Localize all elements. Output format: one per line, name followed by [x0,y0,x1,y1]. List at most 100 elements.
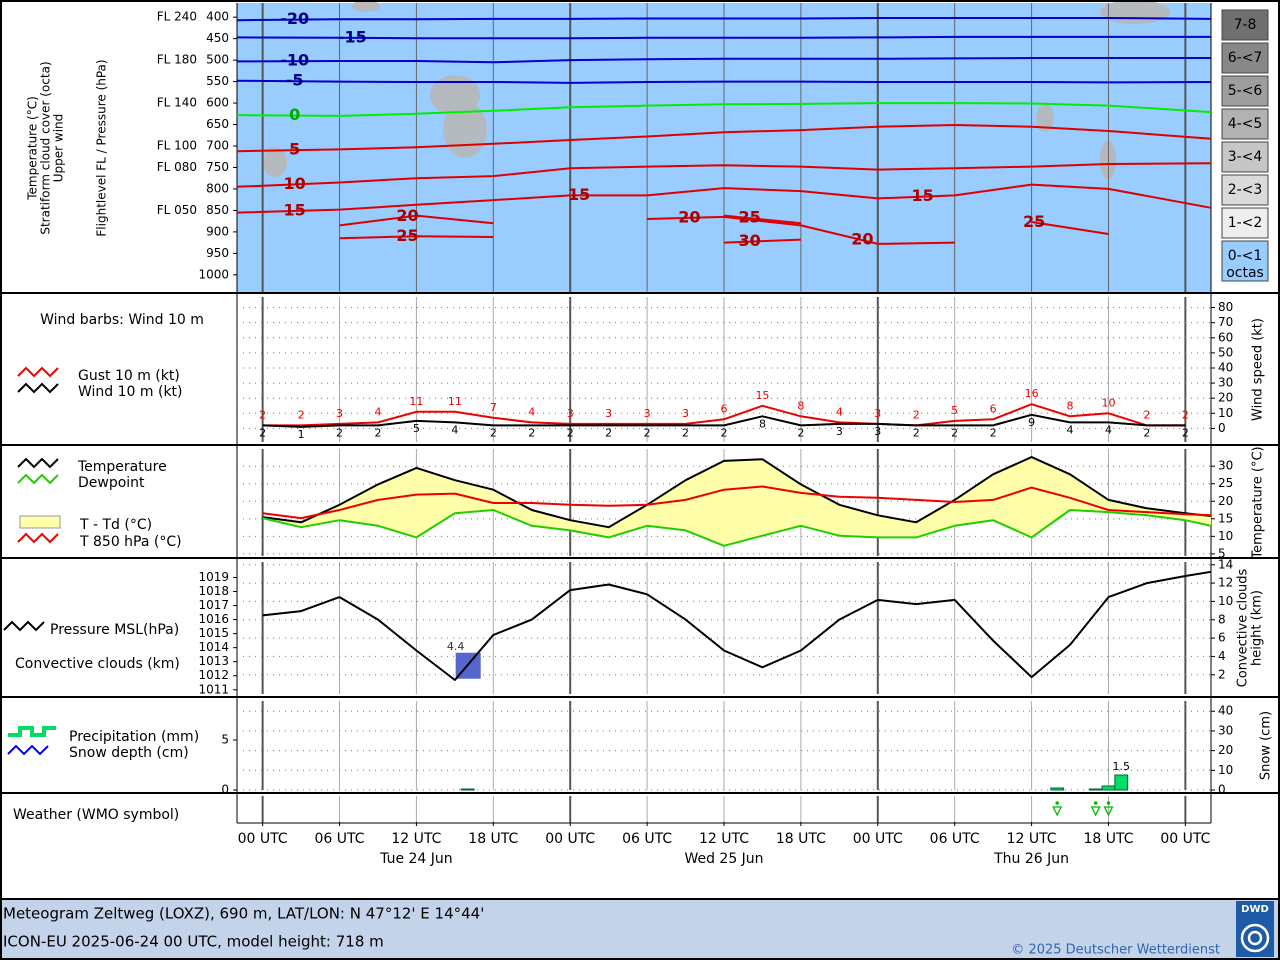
axis-title: Temperature (°C) [26,96,40,201]
footer-line1: Meteogram Zeltweg (LOXZ), 690 m, LAT/LON… [3,905,484,923]
point-label: 2 [913,408,920,421]
precip-bar [1101,785,1116,791]
y2-tick-label: 4 [1218,649,1226,663]
weather-symbol [1090,806,1101,817]
fl-label: FL 240 [157,10,197,24]
footer-bg [0,898,1280,960]
series-line [262,456,1212,529]
point-label: 4 [451,423,458,436]
cloud-legend-box [1221,174,1269,206]
cloud-legend-box [1221,141,1269,173]
y2-tick-label: 40 [1218,704,1233,718]
legend-icon [17,532,59,544]
point-label: 8 [1067,399,1074,412]
y-tick-label: 1013 [198,654,229,668]
point-label: 2 [528,426,535,439]
isotherm-label: 25 [738,208,760,227]
y2-tick-label: 0 [1218,783,1226,797]
cloud-legend-label: 4-<5 [1228,116,1263,132]
y-tick-label: 50 [1218,345,1233,359]
isotherm [236,79,1212,84]
y-tick-label: 25 [1218,476,1233,490]
cloud-legend-box [1221,207,1269,239]
point-label: 1 [298,428,305,441]
x-tick-label: 00 UTC [1160,831,1210,847]
y-tick-label: 1014 [198,640,229,654]
x-tick-label: 12 UTC [1007,831,1057,847]
fl-label: FL 180 [157,53,197,67]
isotherm [236,35,1211,40]
isotherm-label: -10 [280,51,309,70]
y-tick-label: 550 [206,74,229,88]
point-label: 2 [1182,426,1189,439]
isotherm-label: -15 [338,27,367,46]
point-label: 2 [682,426,689,439]
point-label: 2 [374,426,381,439]
cloud-legend-box [1221,42,1269,74]
legend-icon [17,382,59,394]
legend-label: Precipitation (mm) [69,729,199,745]
copyright: © 2025 Deutscher Wetterdienst [1011,943,1220,958]
axis-title: Stratiform cloud cover (octa) [39,61,53,234]
logo-text: DWD [1241,904,1269,915]
y-tick-label: 0 [1218,421,1226,435]
y2-tick-label: 2 [1218,667,1226,681]
y-tick-label: 1011 [198,682,229,696]
point-label: 4 [528,405,535,418]
y-tick-label: 600 [206,96,229,110]
isotherm-label: 30 [738,231,760,250]
point-label: 2 [797,426,804,439]
x-tick-label: 18 UTC [1083,831,1133,847]
cloud-patch [1100,0,1170,24]
isotherm [339,214,955,245]
point-label: 11 [448,395,462,408]
weather-symbol-dot [1093,801,1098,805]
cloud-patch [1036,104,1054,132]
weather-symbol [1052,806,1063,817]
point-label: 3 [336,407,343,420]
y2-axis-title: height (km) [1250,590,1265,666]
y-tick-label: 650 [206,117,229,131]
cloud-legend-box [1221,108,1269,140]
y2-tick-label: 8 [1218,612,1226,626]
y-tick-label: 0 [221,783,229,797]
point-label: 2 [913,426,920,439]
y2-axis-title: Convective clouds [1236,568,1251,687]
point-label: 16 [1025,387,1039,400]
isotherm [236,124,1212,153]
y-tick-label: 700 [206,138,229,152]
y-tick-label: 10 [1218,406,1233,420]
y-tick-label: 850 [206,203,229,217]
y-tick-label: 950 [206,246,229,260]
isotherm [236,57,1211,64]
point-label: 2 [490,426,497,439]
y-tick-label: 800 [206,181,229,195]
point-label: 2 [951,426,958,439]
legend-label: Pressure MSL(hPa) [50,622,179,638]
legend-icon [17,473,59,485]
isotherm [236,183,1212,214]
y-tick-label: 30 [1218,376,1233,390]
point-label: 3 [605,407,612,420]
isotherm-label: 15 [568,185,590,204]
isotherm-label: 25 [396,226,418,245]
legend-label: Convective clouds (km) [15,656,180,672]
spread-area [262,457,1212,546]
point-label: 2 [605,426,612,439]
x-tick-label: 00 UTC [853,831,903,847]
legend-icon [7,744,49,756]
y-tick-label: 40 [1218,360,1233,374]
cloud-legend-label: 5-<6 [1228,83,1263,99]
isotherm-label: 20 [396,206,418,225]
point-label: 4 [1105,423,1112,436]
y-tick-label: 400 [206,10,229,24]
x-tick-label: 06 UTC [622,831,672,847]
isotherm [236,162,1212,188]
precip-bar [1088,788,1103,791]
point-label: 2 [721,426,728,439]
point-label: 6 [990,402,997,415]
legend-label: Snow depth (cm) [69,745,189,761]
